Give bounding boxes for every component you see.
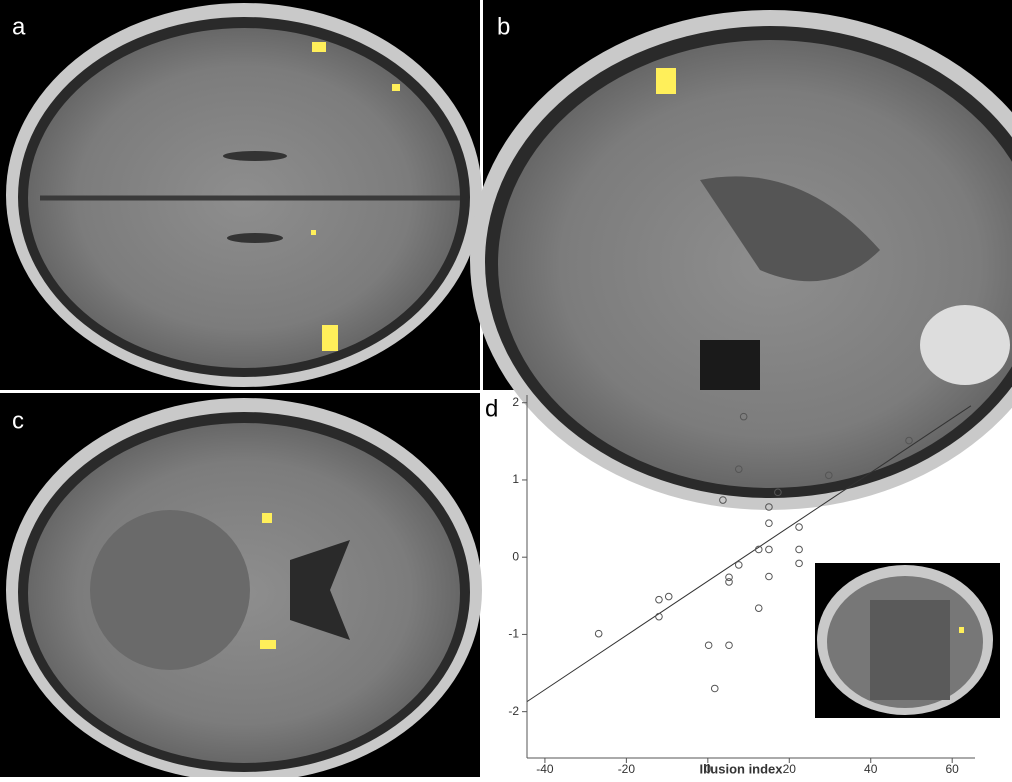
panel-c-image [0,393,482,777]
x-tick-label: -20 [618,762,636,776]
panel-label: a [12,13,26,40]
panel-a-image [0,0,482,390]
y-tick-label: -1 [508,627,519,641]
point [726,579,733,586]
point [735,562,742,569]
y-tick-label: -2 [508,704,519,718]
point [796,546,803,553]
y-tick-label: 1 [512,472,519,486]
figure: a b c d Illusion index -2 -1 0 1 2 -40 -20 0 20 4… [0,0,1012,777]
x-tick-label: 20 [783,762,797,776]
point [656,613,663,620]
y-tick-label: 2 [512,395,519,409]
point [766,546,773,553]
x-tick-label: 40 [864,762,878,776]
point [726,642,733,649]
y-tick-label: 0 [512,549,519,563]
x-tick-label: 60 [946,762,960,776]
x-tick-label: 0 [704,762,711,776]
point [595,630,602,637]
point [711,685,718,692]
point [665,593,672,600]
x-tick-label: -40 [536,762,554,776]
point [766,573,773,580]
panel-label: b [497,13,510,40]
point [796,560,803,567]
panel-b-image [470,0,1012,510]
panel-label: c [12,407,24,434]
point [656,596,663,603]
point [705,642,712,649]
point [755,605,762,612]
panel-label: d [485,395,498,422]
point [766,520,773,527]
inset-image [815,563,1000,718]
x-axis-label: Illusion index [699,761,783,776]
point [796,524,803,531]
